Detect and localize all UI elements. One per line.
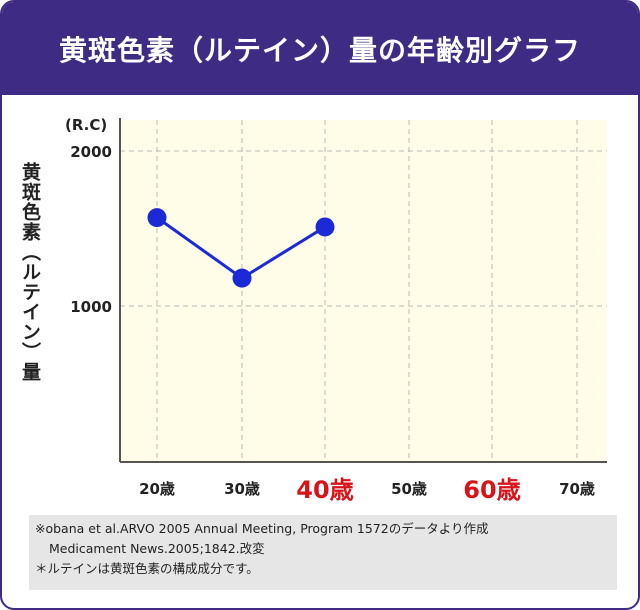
x-tick-label: 70歳 [559, 480, 595, 498]
footnote-reference: Medicament News.2005;1842.改変 [49, 541, 265, 556]
x-tick-label: 40歳 [296, 476, 353, 504]
chart-header: 黄斑色素（ルテイン）量の年齢別グラフ [2, 2, 638, 95]
x-tick-label: 30歳 [224, 480, 260, 498]
y-axis-label: 黄斑色素（ルテイン）量 [19, 162, 41, 382]
data-point [147, 208, 167, 228]
y-tick-labels: 1000 2000 [70, 143, 112, 316]
footnote: ※obana et al.ARVO 2005 Annual Meeting, P… [29, 515, 617, 590]
chart-title: 黄斑色素（ルテイン）量の年齢別グラフ [58, 33, 581, 67]
footnote-note: ＊ルテインは黄斑色素の構成成分です。 [35, 561, 259, 576]
x-tick-label: 20歳 [139, 480, 175, 498]
y-axis-unit: (R.C) [65, 116, 107, 134]
plot-area [120, 120, 607, 462]
x-tick-label: 50歳 [391, 480, 427, 498]
footnote-source: ※obana et al.ARVO 2005 Annual Meeting, P… [35, 521, 489, 536]
series-line [147, 208, 335, 288]
axes [119, 118, 607, 463]
x-tick-label: 60歳 [463, 476, 520, 504]
data-point [315, 217, 335, 237]
data-point [232, 268, 252, 288]
y-tick-label: 2000 [70, 143, 112, 161]
grid-lines [120, 120, 607, 462]
x-tick-labels: 20歳 30歳 40歳 50歳 60歳 70歳 [139, 476, 595, 504]
y-tick-label: 1000 [70, 298, 112, 316]
